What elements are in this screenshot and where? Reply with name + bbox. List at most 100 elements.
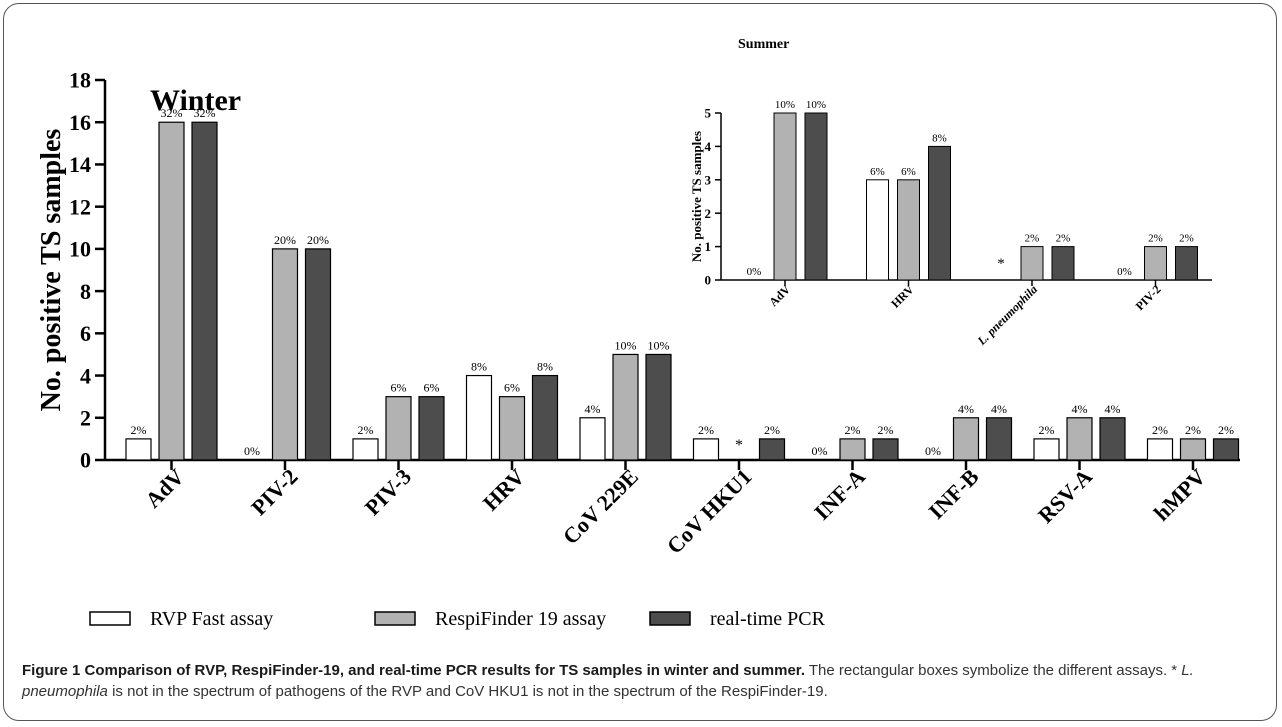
x-tick-label-inf-a: INF-A [809, 464, 870, 525]
summer-chart: 0 1 2 3 4 5No. positive TS samples Summer 0% 10%… [689, 37, 1212, 348]
x-tick-label-rsv-a: RSV-A [1033, 464, 1097, 528]
bar-rvp-cov-229e [579, 417, 606, 461]
x-tick-label-cov-229e: CoV 229E [558, 464, 643, 549]
chart-title: Summer [738, 37, 789, 52]
bar-respi-hrv [897, 179, 920, 281]
y-tick-label: 14 [69, 152, 91, 177]
bar-pcr-inf-b [985, 417, 1013, 461]
bar-pcr-hrv [531, 374, 559, 461]
bar-rvp-cov-hku1 [692, 438, 720, 461]
x-tick-label-hmpv: hMPV [1149, 464, 1211, 526]
bar-respi-piv-3 [385, 396, 412, 461]
data-label-pcr-adv: 10% [806, 99, 826, 111]
y-tick-label: 3 [705, 172, 712, 187]
bar-pcr-inf-a [872, 438, 899, 461]
y-tick-label: 5 [705, 106, 712, 121]
bar-respi-hmpv [1179, 438, 1207, 461]
y-tick-label: 4 [705, 139, 712, 154]
bar-rvp-adv [125, 438, 152, 461]
y-tick-label: 4 [80, 363, 91, 388]
data-label-pcr-cov-hku1: 2% [764, 423, 780, 437]
caption-title: Figure 1 Comparison of RVP, RespiFinder-… [22, 662, 805, 679]
bar-pcr-cov-hku1 [758, 438, 786, 461]
legend: RVP Fast assay RespiFinder 19 assay real-t… [89, 608, 826, 630]
y-tick-label: 8 [80, 279, 91, 304]
data-label-rvp-inf-b: 0% [925, 444, 941, 458]
bar-respi-inf-b [952, 417, 980, 461]
legend-label-pcr: real-time PCR [710, 608, 826, 630]
data-label-pcr-hrv: 8% [932, 132, 947, 144]
x-tick-label-piv-2: PIV-2 [246, 464, 302, 520]
bar-pcr-cov-229e [645, 353, 672, 461]
legend-label-respi: RespiFinder 19 assay [435, 608, 606, 630]
bar-respi-piv-2 [271, 248, 299, 461]
bar-pcr-rsv-a [1099, 417, 1126, 461]
data-label-pcr-inf-b: 4% [991, 402, 1007, 416]
data-label-pcr-rsv-a: 4% [1105, 402, 1121, 416]
data-label-pcr-hmpv: 2% [1218, 423, 1234, 437]
legend-swatch-rvp [89, 611, 131, 626]
data-label-pcr-adv: 32% [194, 106, 216, 120]
bar-pcr-hmpv [1212, 438, 1240, 461]
data-label-pcr-piv-2: 2% [1179, 233, 1194, 245]
x-tick-label-hrv: HRV [478, 464, 530, 516]
data-label-respi-inf-a: 2% [845, 423, 861, 437]
bar-respi-adv [773, 112, 797, 281]
x-tick-label-piv-3: PIV-3 [360, 464, 416, 520]
x-tick-label-l-pneumophila: L. pneumophila [974, 282, 1040, 348]
bar-respi-l-pneumophila [1020, 246, 1044, 281]
x-tick-label-adv: AdV [140, 464, 189, 513]
data-label-respi-piv-3: 6% [391, 381, 407, 395]
data-label-respi-piv-2: 20% [274, 233, 296, 247]
bar-pcr-piv-2 [1175, 246, 1198, 281]
data-label-rvp-piv-2: 0% [244, 444, 260, 458]
bar-pcr-adv [804, 112, 828, 281]
x-tick-label-hrv: HRV [888, 282, 917, 311]
data-label-rvp-hrv: 6% [870, 166, 885, 178]
figure-caption: Figure 1 Comparison of RVP, RespiFinder-… [22, 660, 1262, 702]
caption-text-2: is not in the spectrum of pathogens of t… [107, 683, 828, 700]
not-in-spectrum-marker: * [997, 256, 1005, 272]
caption-text-1: The rectangular boxes symbolize the diff… [804, 662, 1182, 679]
data-label-respi-hrv: 6% [901, 166, 916, 178]
data-label-pcr-piv-3: 6% [424, 381, 440, 395]
legend-swatch-pcr [649, 611, 691, 626]
y-tick-label: 16 [69, 110, 91, 135]
data-label-rvp-rsv-a: 2% [1039, 423, 1055, 437]
y-tick-label: 12 [69, 194, 91, 219]
data-label-respi-rsv-a: 4% [1072, 402, 1088, 416]
data-label-respi-adv: 10% [775, 99, 795, 111]
x-tick-label-cov-hku1: CoV HKU1 [662, 464, 757, 559]
legend-swatch-respi [374, 611, 416, 626]
bar-respi-cov-229e [612, 353, 639, 461]
data-label-rvp-adv: 0% [747, 266, 762, 278]
data-label-respi-l-pneumophila: 2% [1025, 233, 1040, 245]
bar-pcr-l-pneumophila [1051, 246, 1075, 281]
data-label-rvp-hmpv: 2% [1152, 423, 1168, 437]
y-tick-label: 2 [80, 405, 91, 430]
figure-frame [3, 3, 1277, 721]
bar-respi-inf-a [839, 438, 866, 461]
y-tick-label: 1 [705, 239, 712, 254]
y-tick-label: 2 [705, 206, 712, 221]
data-label-respi-cov-229e: 10% [615, 338, 637, 352]
not-in-spectrum-marker: * [735, 437, 743, 454]
chart-title: Winter [150, 84, 241, 117]
x-tick-label-adv: AdV [766, 282, 793, 309]
data-label-rvp-hrv: 8% [471, 360, 487, 374]
data-label-respi-adv: 32% [161, 106, 183, 120]
data-label-rvp-cov-229e: 4% [585, 402, 601, 416]
data-label-rvp-piv-2: 0% [1117, 266, 1132, 278]
x-tick-label-inf-b: INF-B [924, 464, 984, 524]
bar-rvp-hrv [866, 179, 889, 281]
data-label-respi-hmpv: 2% [1185, 423, 1201, 437]
caption-italic: L. pneumophila [22, 662, 1194, 700]
bar-rvp-rsv-a [1033, 438, 1060, 461]
y-tick-label: 10 [69, 237, 91, 262]
data-label-respi-inf-b: 4% [958, 402, 974, 416]
bar-respi-piv-2 [1144, 246, 1167, 281]
data-label-pcr-l-pneumophila: 2% [1056, 233, 1071, 245]
bar-pcr-piv-2 [304, 248, 332, 461]
